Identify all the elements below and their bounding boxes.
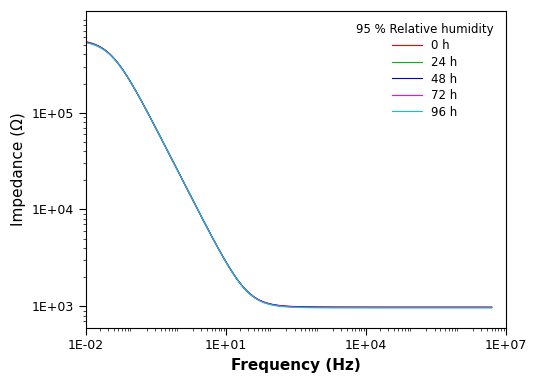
Line: 72 h: 72 h xyxy=(86,42,492,308)
48 h xyxy=(324,305,331,310)
96 h xyxy=(324,306,331,310)
24 h xyxy=(84,40,90,45)
Line: 48 h: 48 h xyxy=(86,42,492,308)
72 h xyxy=(323,305,329,310)
48 h xyxy=(424,305,431,310)
0 h xyxy=(331,305,337,310)
96 h xyxy=(323,306,329,310)
96 h xyxy=(424,306,431,310)
Line: 96 h: 96 h xyxy=(86,43,492,308)
24 h xyxy=(323,305,329,310)
72 h xyxy=(331,305,337,310)
72 h xyxy=(450,305,457,310)
24 h xyxy=(83,40,89,44)
24 h xyxy=(324,305,331,310)
X-axis label: Frequency (Hz): Frequency (Hz) xyxy=(231,358,360,373)
72 h xyxy=(324,305,331,310)
72 h xyxy=(83,40,89,45)
24 h xyxy=(331,305,337,310)
0 h xyxy=(83,39,89,44)
24 h xyxy=(450,305,457,310)
48 h xyxy=(323,305,329,310)
48 h xyxy=(84,40,90,45)
96 h xyxy=(83,40,89,45)
96 h xyxy=(84,41,90,45)
Y-axis label: Impedance (Ω): Impedance (Ω) xyxy=(11,113,26,226)
Line: 24 h: 24 h xyxy=(86,42,492,307)
72 h xyxy=(84,40,90,45)
Legend: 0 h, 24 h, 48 h, 72 h, 96 h: 0 h, 24 h, 48 h, 72 h, 96 h xyxy=(350,17,500,124)
0 h xyxy=(84,40,90,44)
24 h xyxy=(489,305,495,310)
48 h xyxy=(83,40,89,45)
48 h xyxy=(489,305,495,310)
72 h xyxy=(424,305,431,310)
72 h xyxy=(489,305,495,310)
96 h xyxy=(450,306,457,310)
48 h xyxy=(450,305,457,310)
0 h xyxy=(424,305,431,310)
0 h xyxy=(489,305,495,310)
24 h xyxy=(424,305,431,310)
48 h xyxy=(331,305,337,310)
96 h xyxy=(331,306,337,310)
96 h xyxy=(489,306,495,310)
0 h xyxy=(324,305,331,309)
0 h xyxy=(323,305,329,309)
Line: 0 h: 0 h xyxy=(86,41,492,307)
0 h xyxy=(450,305,457,310)
